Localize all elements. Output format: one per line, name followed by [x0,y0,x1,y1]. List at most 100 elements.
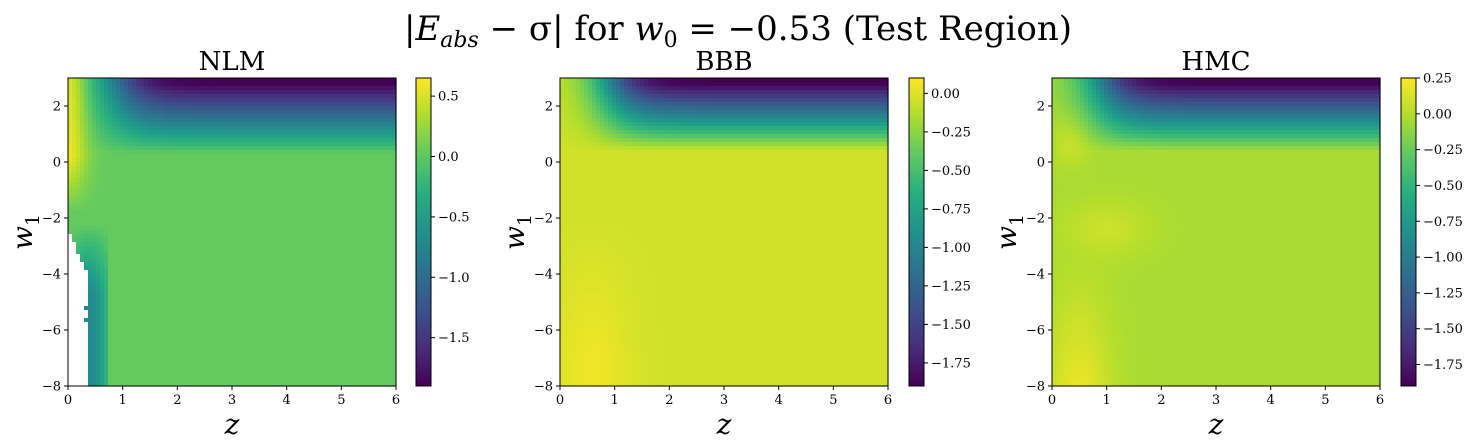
heatmap-cell [156,94,161,99]
heatmap-cell [320,182,325,187]
heatmap-cell [320,114,325,119]
heatmap-cell [228,258,233,263]
heatmap-cell [364,178,369,183]
heatmap-cell [184,110,189,115]
heatmap-cell [348,166,353,171]
heatmap-cell [248,158,253,163]
heatmap-cell [176,130,181,135]
heatmap-cell [188,206,193,211]
heatmap-cell [304,254,309,259]
heatmap-cell [124,90,129,95]
heatmap-cell [352,262,357,267]
heatmap-cell [96,286,101,291]
heatmap-cell [128,218,133,223]
heatmap-cell [200,238,205,243]
heatmap-cell [220,274,225,279]
heatmap-cell [284,154,289,159]
heatmap-cell [200,118,205,123]
heatmap-cell [288,202,293,207]
heatmap-cell [96,290,101,295]
heatmap-cell [292,222,297,227]
heatmap-cell [244,194,249,199]
heatmap-cell [316,214,321,219]
heatmap-cell [212,222,217,227]
heatmap-cell [392,78,397,83]
heatmap-cell [72,290,77,295]
heatmap-cell [188,310,193,315]
heatmap-cell [392,190,397,195]
heatmap-cell [312,170,317,175]
heatmap-cell [144,314,149,319]
heatmap-cell [80,234,85,239]
heatmap-cell [116,106,121,111]
heatmap-cell [148,278,153,283]
heatmap-cell [212,274,217,279]
heatmap-cell [184,230,189,235]
heatmap-cell [268,234,273,239]
heatmap-cell [384,110,389,115]
heatmap-cell [200,246,205,251]
heatmap-cell [364,298,369,303]
heatmap-cell [160,90,165,95]
heatmap-cell [296,162,301,167]
heatmap-cell [296,130,301,135]
heatmap-cell [372,302,377,307]
heatmap-cell [348,250,353,255]
heatmap-cell [312,94,317,99]
heatmap-cell [280,234,285,239]
heatmap-cell [280,218,285,223]
heatmap-cell [132,114,137,119]
heatmap-cell [152,194,157,199]
heatmap-cell [328,218,333,223]
heatmap-cell [304,178,309,183]
heatmap-cell [204,286,209,291]
heatmap-cell [236,302,241,307]
heatmap-cell [232,202,237,207]
heatmap-cell [224,178,229,183]
heatmap-cell [372,238,377,243]
heatmap-cell [376,130,381,135]
heatmap-cell [180,126,185,131]
heatmap-cell [332,170,337,175]
heatmap-cell [200,250,205,255]
heatmap-cell [256,114,261,119]
heatmap-cell [364,142,369,147]
heatmap-cell [208,226,213,231]
heatmap-cell [224,194,229,199]
heatmap-cell [324,210,329,215]
heatmap-cell [264,226,269,231]
heatmap-cell [268,318,273,323]
heatmap-cell [260,110,265,115]
heatmap-cell [372,190,377,195]
heatmap-cell [300,134,305,139]
heatmap-cell [228,178,233,183]
heatmap-cell [232,226,237,231]
heatmap-cell [140,178,145,183]
heatmap-cell [88,182,93,187]
heatmap-cell [392,286,397,291]
heatmap-cell [120,146,125,151]
heatmap-cell [304,146,309,151]
heatmap-cell [324,102,329,107]
heatmap-cell [388,122,393,127]
heatmap-cell [160,238,165,243]
heatmap-cell [112,122,117,127]
heatmap-cell [196,202,201,207]
heatmap-cell [352,134,357,139]
heatmap-cell [108,142,113,147]
heatmap-cell [268,194,273,199]
heatmap-cell [368,258,373,263]
heatmap-cell [392,306,397,311]
heatmap-cell [156,302,161,307]
heatmap-cell [312,266,317,271]
heatmap-cell [284,114,289,119]
heatmap-cell [108,82,113,87]
heatmap-cell [208,166,213,171]
heatmap-cell [336,230,341,235]
heatmap-cell [220,166,225,171]
heatmap-cell [72,166,77,171]
heatmap-cell [68,294,73,299]
heatmap-cell [192,202,197,207]
heatmap-cell [124,314,129,319]
heatmap-cell [376,302,381,307]
